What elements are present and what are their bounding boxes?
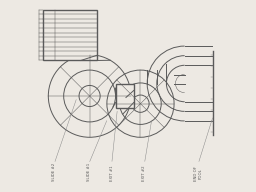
Text: EXIT #2: EXIT #2 [142,166,146,181]
Text: END OF
POOL: END OF POOL [194,166,202,181]
Bar [115,84,134,108]
Text: SLIDE #2: SLIDE #2 [52,163,56,181]
Text: EXIT #1: EXIT #1 [110,166,114,181]
Text: SLIDE #1: SLIDE #1 [87,163,91,181]
Bar [42,10,97,60]
